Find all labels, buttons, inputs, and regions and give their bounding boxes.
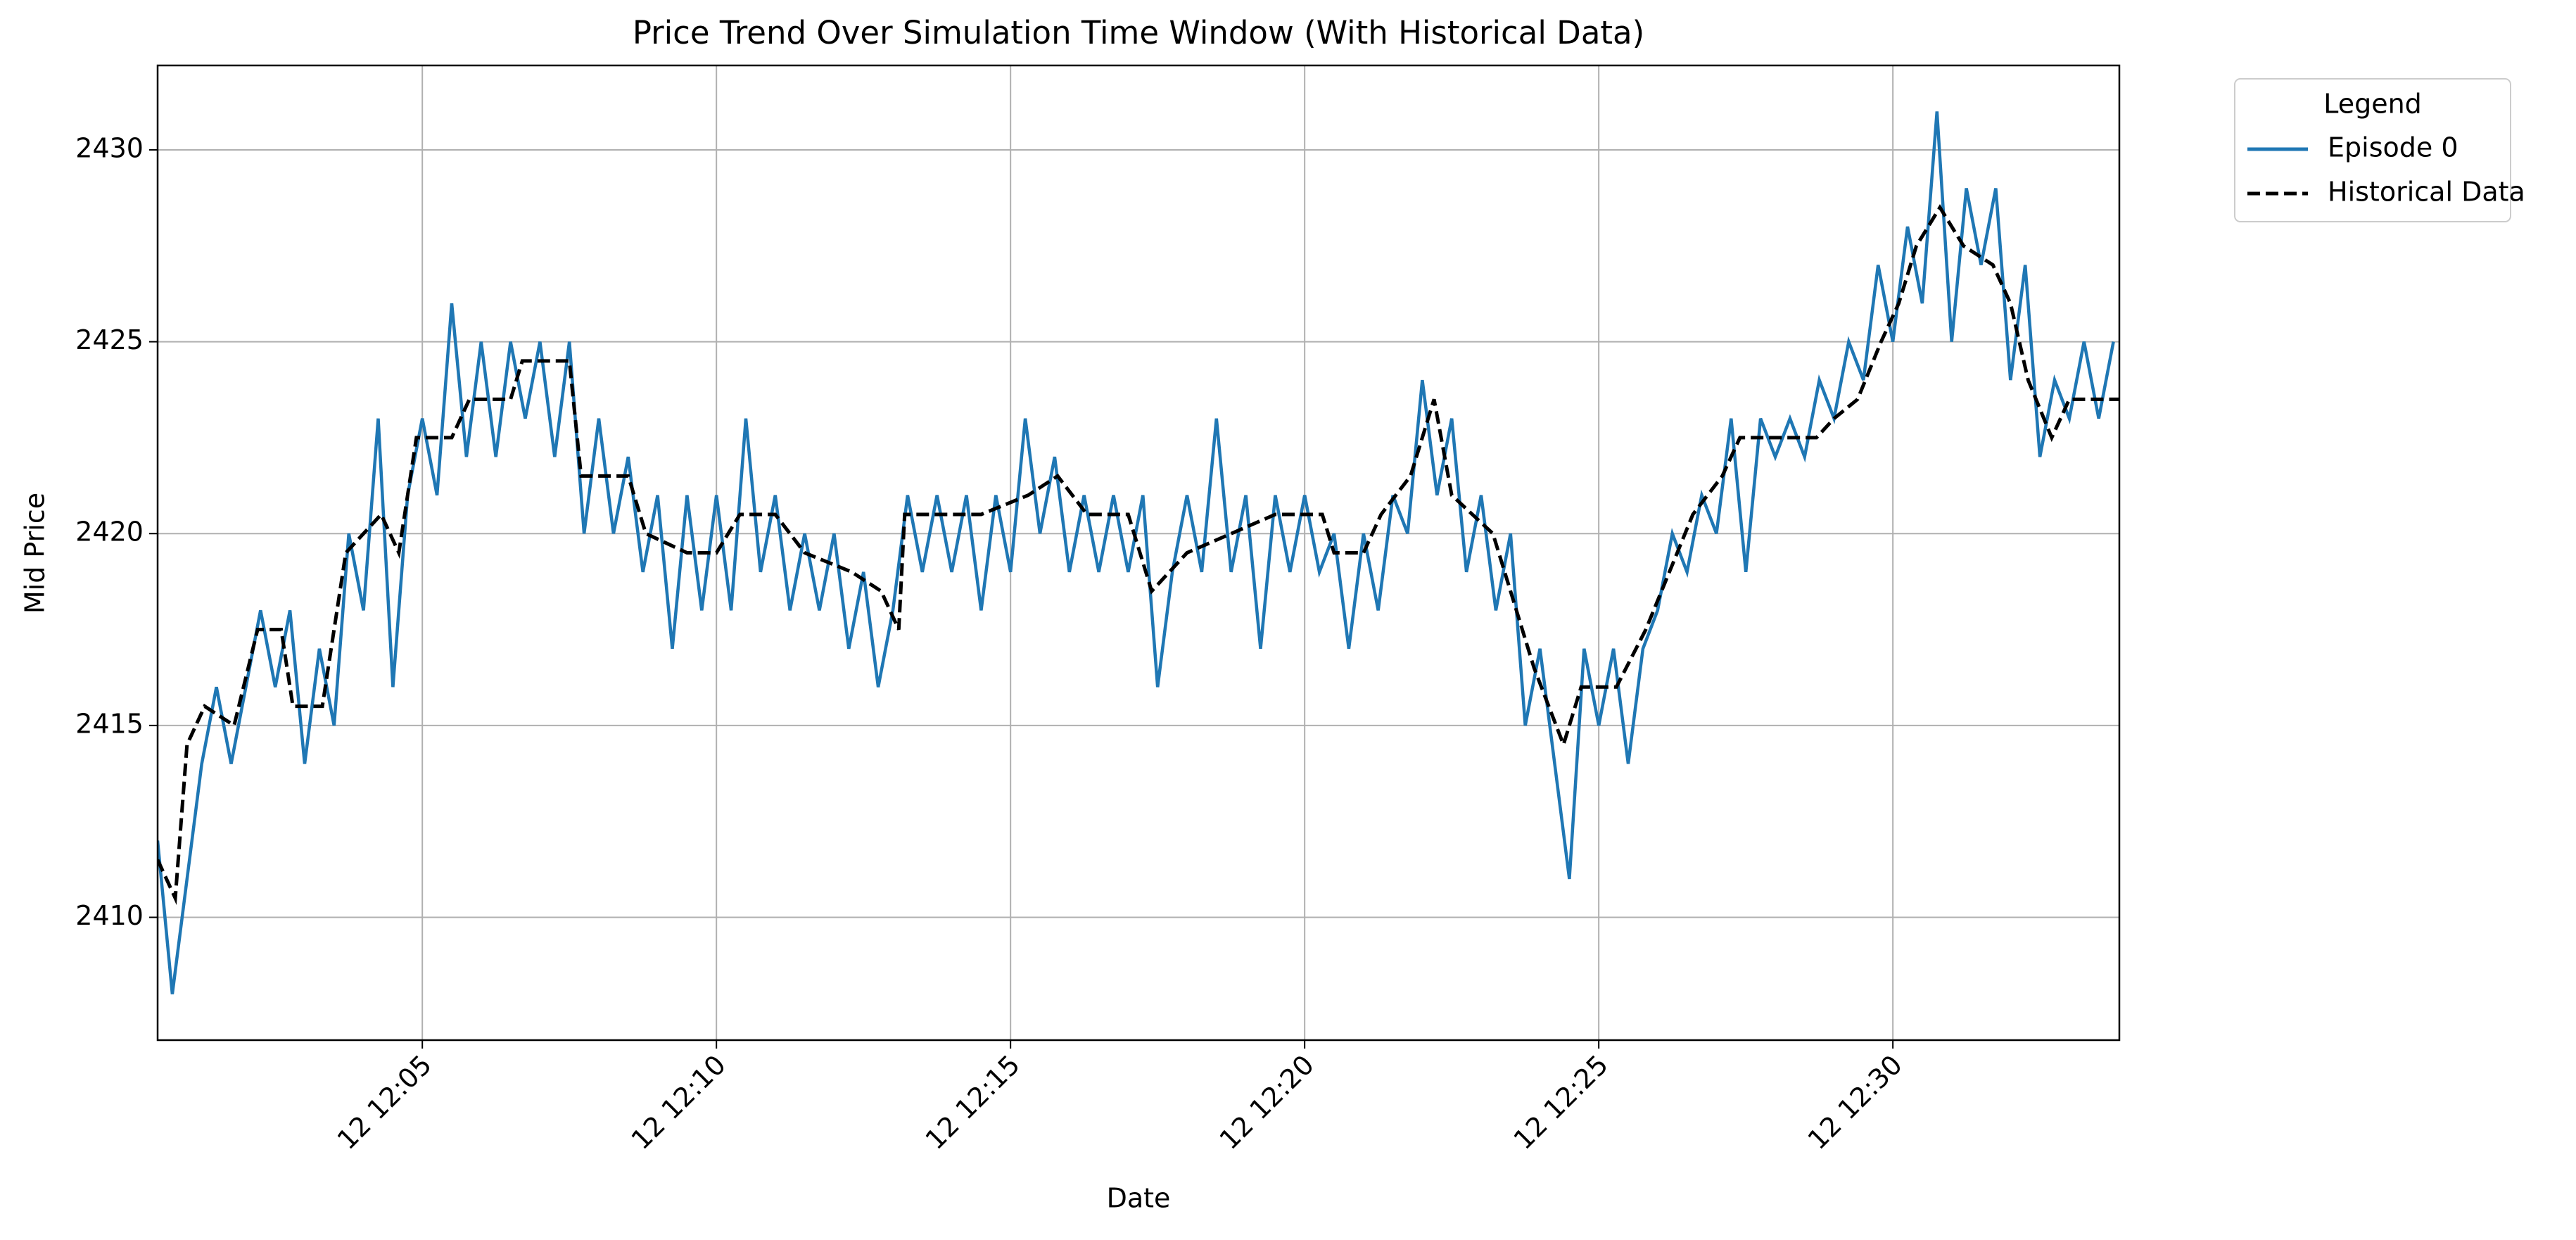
y-tick-label: 2425 xyxy=(75,324,144,355)
legend-label: Episode 0 xyxy=(2328,132,2458,163)
y-tick-label: 2420 xyxy=(75,517,144,548)
grid xyxy=(158,65,2119,1040)
y-axis-label: Mid Price xyxy=(20,493,51,614)
plot-frame xyxy=(156,64,2121,1042)
chart-title: Price Trend Over Simulation Time Window … xyxy=(633,14,1644,51)
x-axis-label: Date xyxy=(1107,1183,1171,1214)
y-tick-label: 2415 xyxy=(75,708,144,739)
y-tick-label: 2430 xyxy=(75,132,144,163)
legend-box xyxy=(2234,78,2511,222)
legend-label: Historical Data xyxy=(2328,177,2525,208)
legend-title: Legend xyxy=(2323,89,2422,120)
series-line xyxy=(158,204,2119,905)
legend: Legend Episode 0 Historical Data xyxy=(2234,78,2525,222)
y-tick-label: 2410 xyxy=(75,900,144,931)
